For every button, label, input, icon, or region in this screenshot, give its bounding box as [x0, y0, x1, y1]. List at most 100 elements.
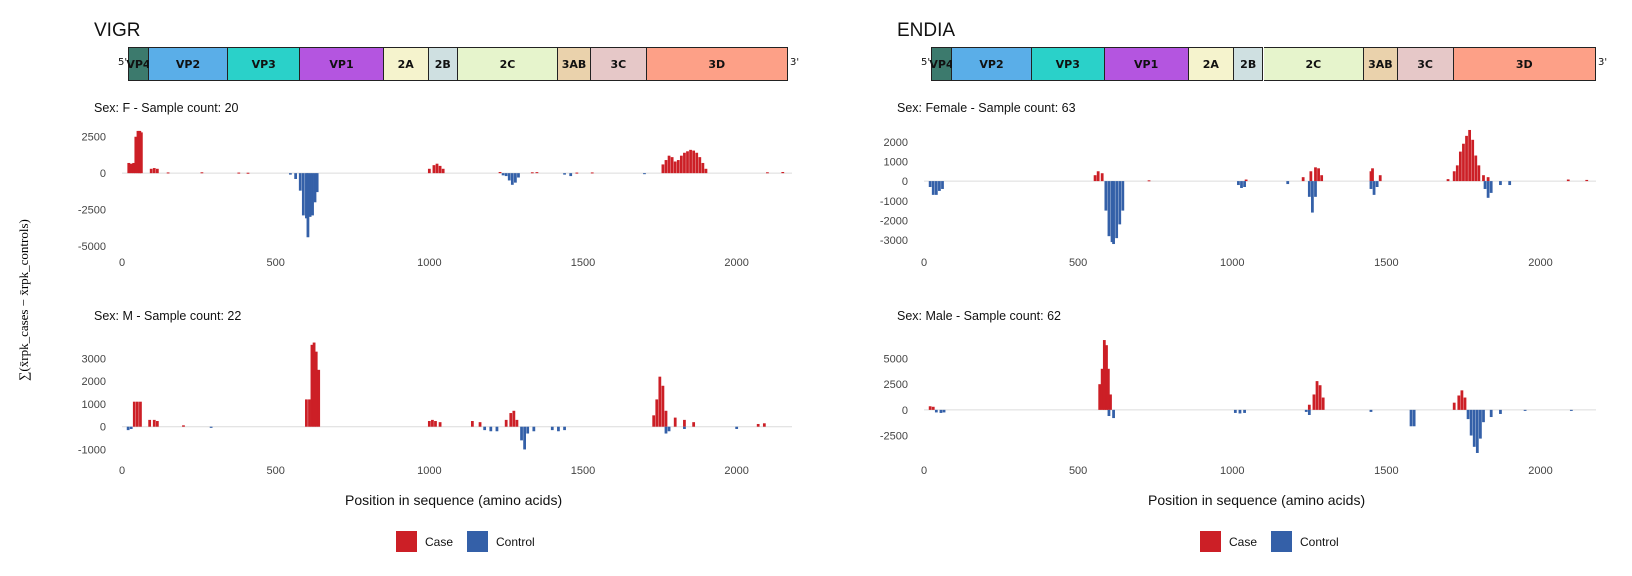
y-tick-label: -5000: [78, 241, 106, 253]
y-tick-label: 2000: [884, 137, 908, 149]
x-tick-label: 2000: [1528, 465, 1552, 477]
bar-case: [1312, 394, 1316, 410]
bar-control: [1307, 181, 1311, 197]
bar-control: [1121, 181, 1125, 211]
bar-control: [1569, 409, 1573, 411]
bar-case: [1460, 390, 1464, 410]
bar-control: [1314, 181, 1317, 197]
bar-control: [934, 181, 938, 195]
bar-case: [931, 406, 935, 410]
bar-case: [1315, 381, 1319, 410]
bar-control: [1286, 181, 1290, 185]
bar-case: [478, 422, 482, 427]
bar-case: [138, 130, 142, 174]
bar-case: [155, 168, 159, 174]
bar-control: [1112, 409, 1115, 419]
x-tick-label: 1500: [571, 257, 595, 269]
x-tick-label: 500: [266, 465, 284, 477]
bar-case: [1105, 345, 1108, 410]
bar-case: [1458, 151, 1462, 182]
y-axis-label: ∑(x̄rpk_cases − x̄rpk_controls): [8, 200, 38, 400]
legend-label-control: Control: [496, 534, 535, 549]
bar-chart-svg: 5000 2500 0 -2500 0 500 1000 1500 2000: [880, 340, 1596, 477]
legend-swatch-control: [467, 531, 489, 552]
x-tick-label: 500: [1069, 465, 1087, 477]
bar-chart-svg: 2500 0 -2500 -5000 0 500 1000 1500 2000: [78, 130, 792, 269]
bar-control: [510, 173, 514, 185]
genome-segment-3d: 3D: [1453, 47, 1596, 81]
genome-3prime-label: 3': [1598, 57, 1608, 68]
bar-case: [689, 149, 692, 174]
subplot-title-vigr-m: Sex: M - Sample count: 22: [94, 309, 242, 323]
y-tick-label: -2500: [880, 431, 908, 443]
bar-case: [431, 419, 434, 427]
bar-control: [129, 426, 133, 429]
subplot-title-endia-female: Sex: Female - Sample count: 63: [897, 101, 1076, 115]
bar-control: [942, 409, 946, 413]
bar-case: [1474, 155, 1478, 182]
bar-case: [667, 155, 671, 174]
x-tick-label: 500: [266, 257, 284, 269]
bar-case: [762, 423, 766, 427]
genome-segment-vp2: VP2: [952, 47, 1032, 81]
bar-control: [523, 426, 526, 450]
genome-segment-3ab: 3AB: [557, 47, 592, 81]
bar-case: [136, 130, 140, 174]
bar-case: [305, 399, 308, 427]
genome-segment-vp3: VP3: [228, 47, 301, 81]
bar-control: [1489, 181, 1493, 193]
plot-endia-female: 2000 1000 0 -1000 -2000 -3000 0 500 1000 1500 2000: [850, 120, 1600, 277]
bar-case: [434, 421, 437, 427]
bar-case: [1482, 175, 1485, 182]
bar-case: [1378, 175, 1382, 182]
plot-vigr-m: 3000 2000 1000 0 -1000 0 500 1000 1500 2000: [50, 330, 792, 485]
bar-case: [132, 162, 136, 174]
bar-case: [1307, 404, 1311, 410]
bar-control: [1115, 181, 1119, 239]
bar-chart-svg: 2000 1000 0 -1000 -2000 -3000 0 500 1000 1500 2000: [880, 129, 1596, 269]
bar-control: [507, 173, 511, 181]
bar-control: [1475, 409, 1479, 453]
x-tick-label: 1500: [571, 465, 595, 477]
bar-control: [1107, 181, 1111, 237]
bar-case: [148, 419, 152, 427]
bar-control: [514, 173, 517, 183]
bar-control: [301, 173, 305, 216]
genome-segment-2c: 2C: [458, 47, 558, 81]
bar-control: [483, 426, 487, 431]
bar-case: [1452, 402, 1456, 410]
bar-case: [512, 410, 516, 427]
bar-control: [1409, 409, 1413, 427]
bar-control: [1369, 409, 1373, 412]
genome-map-endia: 5' VP4 VP2 VP3 VP1 2A 2B 2C 3AB 3C 3D 3': [921, 47, 1607, 81]
bar-case: [575, 172, 579, 174]
x-tick-label: 2000: [724, 257, 748, 269]
bar-case: [1320, 175, 1324, 182]
bar-control: [305, 173, 308, 219]
bar-case: [432, 165, 436, 174]
bar-case: [139, 132, 143, 174]
bar-case: [1106, 368, 1110, 410]
bar-case: [530, 172, 534, 174]
y-tick-label: 0: [902, 176, 908, 188]
y-tick-label: -2500: [78, 205, 106, 217]
bar-case: [498, 171, 502, 174]
bar-control: [931, 181, 935, 195]
x-axis-label-endia: Position in sequence (amino acids): [1148, 492, 1366, 508]
bar-case: [155, 421, 159, 427]
bar-case: [312, 342, 316, 427]
genome-segment-2b: 2B: [1233, 47, 1264, 81]
bar-control: [1240, 181, 1243, 188]
bar-control: [306, 173, 310, 238]
genome-5prime-label: 5': [921, 57, 931, 68]
genome-segment-vp4: VP4: [126, 47, 151, 81]
bar-case: [152, 419, 156, 427]
bar-case: [149, 168, 153, 174]
bar-control: [209, 426, 213, 428]
subplot-title-vigr-f: Sex: F - Sample count: 20: [94, 101, 239, 115]
genome-segment-2a: 2A: [1188, 47, 1234, 81]
genome-segment-vp1: VP1: [300, 47, 384, 81]
y-tick-label: -1000: [78, 444, 106, 456]
bar-control: [1311, 181, 1314, 213]
bar-case: [1455, 165, 1459, 182]
